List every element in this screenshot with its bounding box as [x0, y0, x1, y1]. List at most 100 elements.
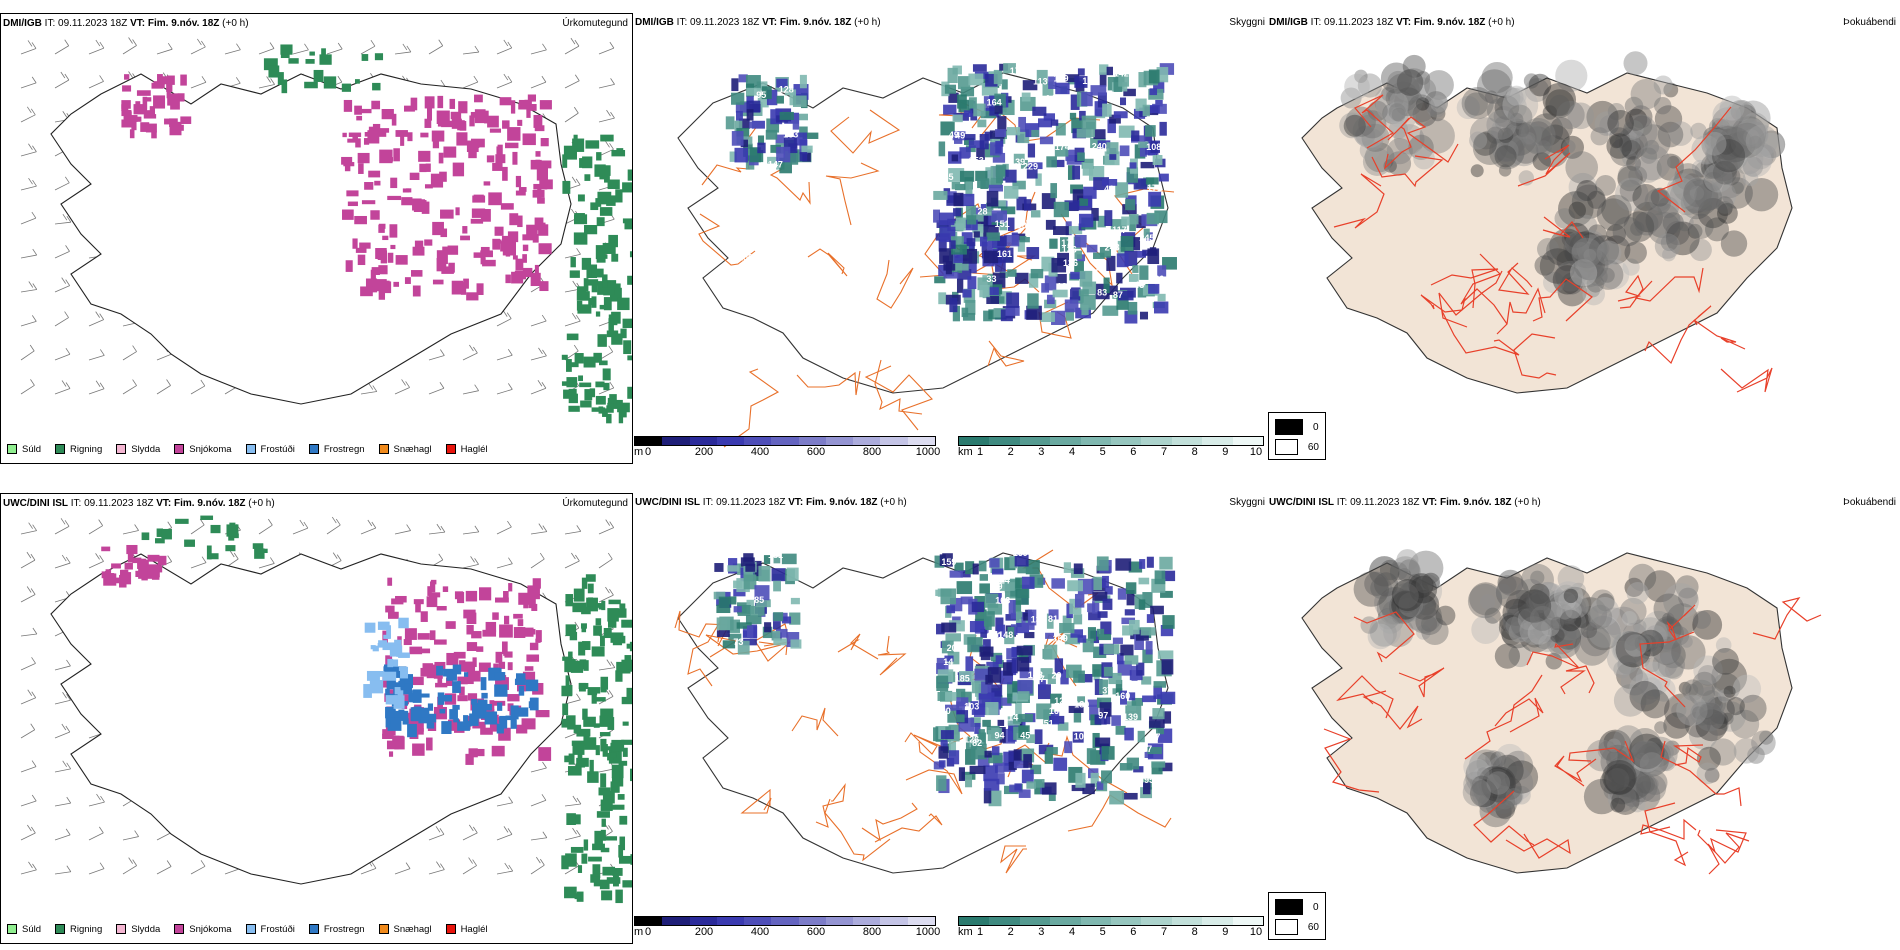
- ceiling-value-label: 191: [1104, 168, 1119, 178]
- precip-map: [20, 37, 632, 424]
- ceiling-value-label: 97: [1098, 711, 1108, 721]
- panel-header: UWC/DINI ISL IT: 09.11.2023 18Z VT: Fim.…: [1269, 497, 1896, 511]
- ceiling-value-label: 160: [987, 631, 1002, 641]
- legend-label: Snjókoma: [189, 443, 232, 455]
- legend-label: Slydda: [131, 923, 161, 935]
- ceiling-value-label: 117: [1112, 225, 1127, 235]
- ceiling-value-label: 118: [1082, 76, 1097, 86]
- visibility-tick: 4: [1068, 446, 1076, 458]
- ceiling-tick: 600: [806, 926, 826, 938]
- ceiling-value-label: 139: [1010, 157, 1025, 167]
- ceiling-tick: 200: [694, 926, 714, 938]
- field-name: Þokuábendi: [1843, 497, 1896, 508]
- field-name: Úrkomutegund: [562, 498, 628, 509]
- fog-swatch: [1275, 419, 1303, 435]
- legend-item-0: Súld: [7, 441, 41, 457]
- visibility-map: 8318185731481011293713910318581949787148…: [674, 548, 1176, 874]
- visibility-panel-uwc: UWC/DINI ISL IT: 09.11.2023 18Z VT: Fim.…: [633, 493, 1267, 944]
- ceiling-value-label: 83: [1097, 288, 1107, 298]
- fog-legend-label: 60: [1307, 441, 1319, 453]
- ceiling-value-label: 153: [783, 129, 798, 139]
- legend-swatch: [245, 924, 256, 934]
- visibility-map: 100 128 281 95 147 153 136 49 174 108 139 118 43 175 1…: [677, 63, 1177, 448]
- visibility-tick: 10: [1249, 926, 1263, 938]
- visibility-tick: 2: [1007, 446, 1014, 458]
- fog-legend-label: 60: [1307, 921, 1319, 933]
- legend-label: Súld: [22, 923, 42, 935]
- fog-swatch: [1275, 439, 1298, 455]
- ceiling-value-label: 83: [763, 678, 773, 688]
- issue-time: IT: 09.11.2023 18Z: [44, 18, 128, 29]
- ceiling-value-label: 142: [1114, 69, 1129, 79]
- legend-swatch: [174, 924, 185, 934]
- ceiling-value-label: 49: [949, 130, 959, 140]
- field-name: Skyggni: [1229, 497, 1265, 508]
- ceiling-value-label: 16: [1049, 706, 1059, 716]
- ceiling-value-label: 243: [1105, 242, 1120, 252]
- ceiling-value-label: 128: [779, 84, 794, 94]
- legend-swatch: [116, 444, 127, 454]
- lead-time: (+0 h): [248, 498, 275, 509]
- ceiling-tick: 400: [750, 926, 770, 938]
- ceiling-value-label: 37: [1102, 686, 1112, 696]
- ceiling-value-label: 240: [1092, 142, 1107, 152]
- panel-header: UWC/DINI ISL IT: 09.11.2023 18Z VT: Fim.…: [635, 497, 1263, 511]
- legend-swatch: [445, 924, 456, 934]
- ceiling-tick: 600: [806, 446, 826, 458]
- ceiling-value-label: 102: [1017, 220, 1032, 230]
- visibility-panel-dmi: DMI/IGB IT: 09.11.2023 18Z VT: Fim. 9.nó…: [633, 13, 1267, 464]
- ceiling-value-label: 73: [733, 637, 743, 647]
- precip-panel-uwc: UWC/DINI ISL IT: 09.11.2023 18Z VT: Fim.…: [0, 493, 633, 944]
- ceiling-value-label: 139: [1054, 74, 1069, 84]
- panel-header: DMI/IGB IT: 09.11.2023 18Z VT: Fim. 9.nó…: [1269, 17, 1896, 31]
- precip-legend: Súld Rigning Slydda Snjókoma Frostúði Frostre…: [7, 441, 502, 457]
- fog-swatch: [1275, 899, 1303, 915]
- ceiling-unit: m: [634, 926, 644, 938]
- ceiling-value-label: 148: [998, 630, 1013, 640]
- ceiling-value-label: 161: [997, 249, 1012, 259]
- ceiling-value-label: 245: [1139, 233, 1154, 243]
- precip-legend: Súld Rigning Slydda Snjókoma Frostúði Frostre…: [7, 921, 502, 937]
- ceiling-value-label: 235: [1026, 218, 1041, 228]
- visibility-tick: 5: [1099, 446, 1106, 458]
- ceiling-value-label: 126: [964, 734, 979, 744]
- legend-item-1: Rigning: [55, 921, 102, 937]
- fog-legend-item: 60: [1275, 917, 1319, 937]
- ceiling-value-label: 158: [1051, 98, 1066, 108]
- visibility-tick: 2: [1007, 926, 1014, 938]
- ceiling-value-label: 206: [947, 643, 962, 653]
- fog-legend-label: 0: [1313, 901, 1319, 913]
- legend-swatch: [116, 924, 127, 934]
- valid-time: VT: Fim. 9.nóv. 18Z: [130, 18, 220, 29]
- ceiling-value-label: 169: [1013, 548, 1028, 558]
- precip-map: [20, 515, 632, 904]
- ceiling-value-label: 24: [1000, 575, 1010, 585]
- visibility-tick: 9: [1222, 926, 1229, 938]
- legend-label: Frostúði: [260, 923, 295, 935]
- ceiling-value-label: 144: [1045, 93, 1060, 103]
- legend-label: Rigning: [70, 923, 103, 935]
- valid-time: VT: Fim. 9.nóv. 18Z: [788, 497, 878, 508]
- visibility-tick: 9: [1222, 446, 1229, 458]
- ceiling-value-label: 79: [993, 582, 1003, 592]
- legend-item-4: Frostúði: [245, 921, 295, 937]
- legend-swatch: [55, 924, 66, 934]
- model-name: DMI/IGB: [635, 17, 674, 28]
- ceiling-value-label: 281: [748, 191, 763, 201]
- model-name: DMI/IGB: [3, 18, 42, 29]
- visibility-tick: 8: [1191, 446, 1198, 458]
- ceiling-unit: m: [634, 446, 644, 458]
- legend-swatch: [308, 924, 319, 934]
- valid-time: VT: Fim. 9.nóv. 18Z: [156, 498, 246, 509]
- legend-item-5: Frostregn: [308, 921, 365, 937]
- ceiling-value-label: 130: [1074, 700, 1089, 710]
- ceiling-value-label: 49: [955, 131, 965, 141]
- ceiling-tick: 400: [750, 446, 770, 458]
- legend-item-1: Rigning: [55, 441, 102, 457]
- visibility-unit: km: [958, 446, 973, 458]
- legend-item-3: Snjókoma: [174, 441, 232, 457]
- ceiling-tick: 800: [862, 926, 882, 938]
- legend-swatch: [378, 444, 389, 454]
- legend-item-4: Frostúði: [245, 441, 295, 457]
- legend-label: Snjókoma: [189, 923, 232, 935]
